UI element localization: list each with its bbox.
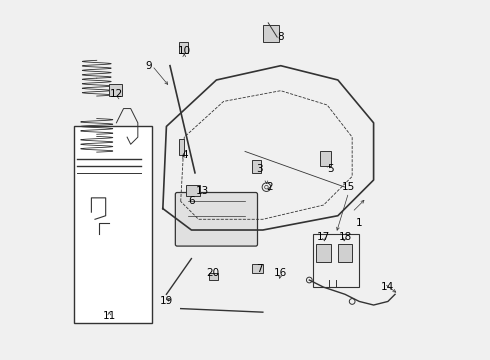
Bar xyxy=(320,152,331,166)
Bar xyxy=(109,84,122,96)
Bar xyxy=(317,244,331,262)
Text: 4: 4 xyxy=(181,150,188,160)
Text: 20: 20 xyxy=(206,268,220,278)
Text: 14: 14 xyxy=(381,282,394,292)
Text: 18: 18 xyxy=(339,232,352,242)
Bar xyxy=(252,264,263,273)
Bar xyxy=(179,139,184,155)
Text: 17: 17 xyxy=(317,232,330,242)
Bar xyxy=(179,42,188,53)
Text: 8: 8 xyxy=(277,32,284,42)
Text: 19: 19 xyxy=(160,296,173,306)
Text: 15: 15 xyxy=(342,182,355,192)
Text: 12: 12 xyxy=(110,89,123,99)
Text: 5: 5 xyxy=(327,164,334,174)
Text: 1: 1 xyxy=(356,218,363,228)
Text: 6: 6 xyxy=(188,197,195,206)
Text: 16: 16 xyxy=(274,268,287,278)
Text: 2: 2 xyxy=(267,182,273,192)
Text: 11: 11 xyxy=(102,311,116,321)
Text: 3: 3 xyxy=(256,164,263,174)
Bar xyxy=(263,24,279,42)
Bar xyxy=(209,273,218,280)
Text: 9: 9 xyxy=(145,61,152,71)
Text: 13: 13 xyxy=(196,186,209,196)
Text: 10: 10 xyxy=(178,46,191,57)
Bar xyxy=(186,185,200,196)
Text: 7: 7 xyxy=(256,264,263,274)
FancyBboxPatch shape xyxy=(175,193,258,246)
Bar xyxy=(252,160,261,173)
Bar xyxy=(313,234,359,287)
Bar xyxy=(74,126,152,323)
Bar xyxy=(338,244,352,262)
